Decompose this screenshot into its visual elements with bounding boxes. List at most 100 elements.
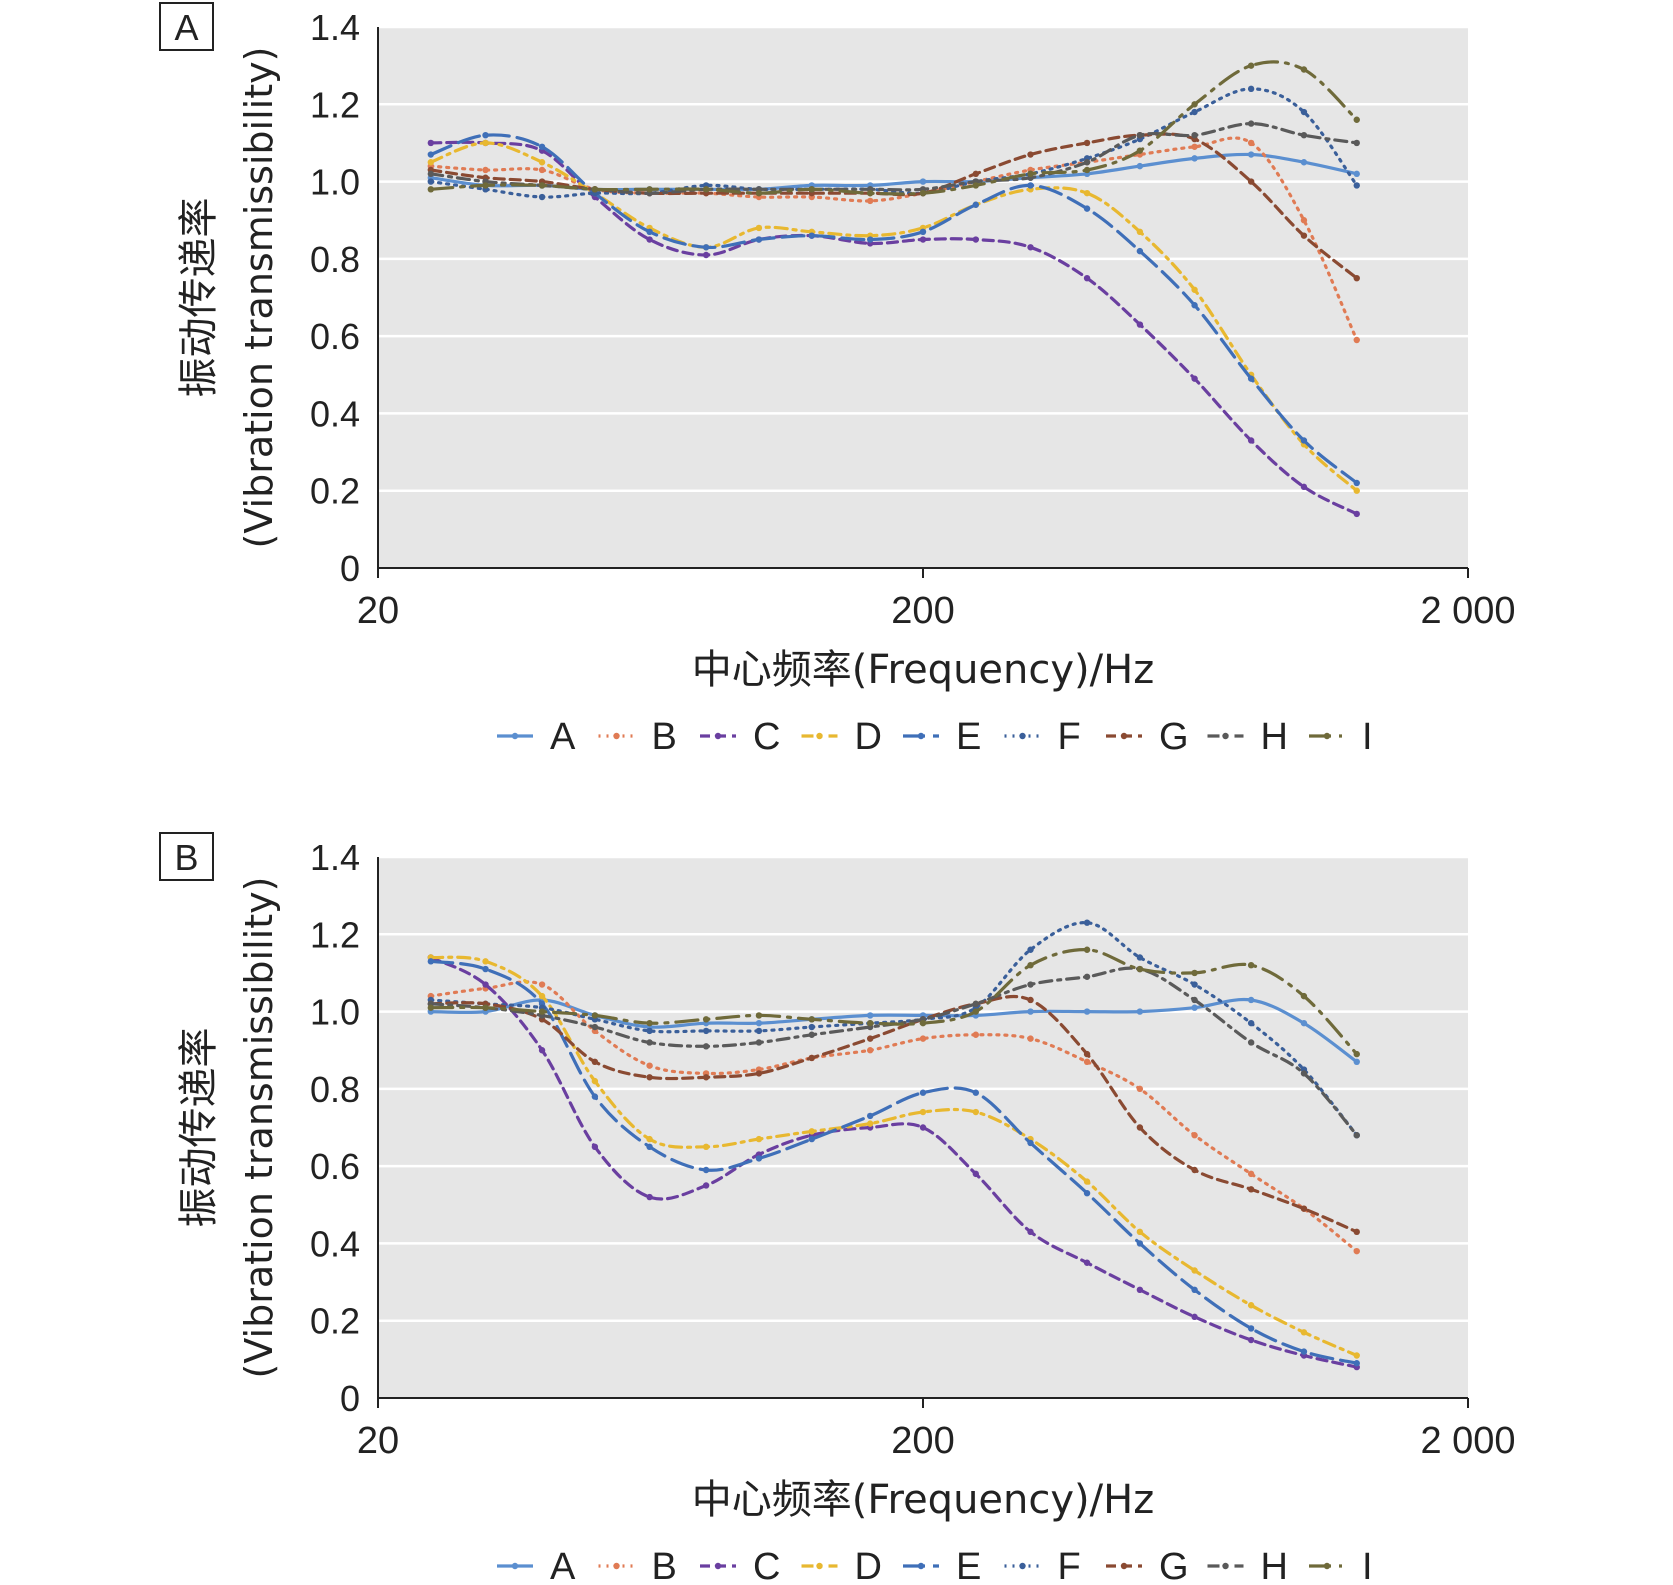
panel-b-series-i-point xyxy=(866,1019,874,1027)
panel-b-series-b-point xyxy=(1247,1170,1255,1178)
panel-a-series-g-point xyxy=(1027,151,1034,158)
panel-b-legend-marker-b xyxy=(613,1562,620,1570)
panel-b-series-b-point xyxy=(646,1062,653,1069)
panel-b-x-tick-label: 200 xyxy=(891,1420,954,1462)
panel-b-series-a-point xyxy=(1083,1008,1091,1015)
panel-b-series-c-point xyxy=(702,1182,710,1189)
panel-a-series-i-point xyxy=(538,182,546,189)
panel-a-legend-label-a: A xyxy=(550,716,576,758)
panel-b-legend-label-d: D xyxy=(855,1546,882,1585)
panel-a-series-c-point xyxy=(1300,483,1308,491)
panel-a-series-f-point xyxy=(1353,182,1360,189)
panel-b-series-f-point xyxy=(702,1027,710,1035)
panel-b-series-f-point xyxy=(1191,981,1198,988)
panel-b-series-g-point xyxy=(755,1070,763,1077)
panel-a-series-g-point xyxy=(972,170,980,178)
panel-a-series-e-point xyxy=(702,244,710,251)
panel-a-series-e-point xyxy=(1136,247,1144,255)
panel-b-series-c-point xyxy=(538,1047,546,1054)
panel-b-series-h-point xyxy=(702,1043,710,1050)
panel-b-series-b-point xyxy=(972,1031,980,1038)
panel-b-series-e-point xyxy=(591,1093,599,1100)
panel-a-series-f-point xyxy=(1300,108,1308,116)
panel-b-legend-label-f: F xyxy=(1058,1546,1081,1585)
panel-a-series-h-point xyxy=(1353,139,1360,147)
panel-a-y-tick-label: 1.4 xyxy=(310,7,360,48)
panel-a-series-a-point xyxy=(1300,159,1308,166)
panel-a-series-g-point xyxy=(1247,178,1255,185)
panel-b-series-b-point xyxy=(1191,1132,1198,1139)
panel-a-series-d-point xyxy=(1191,286,1198,293)
panel-b-series-g-point xyxy=(1083,1050,1091,1058)
panel-b-series-i-point xyxy=(427,1004,435,1011)
panel-a-series-c-point xyxy=(646,236,653,243)
panel-b-y-tick-label: 0 xyxy=(340,1378,360,1419)
panel-a-legend-label-h: H xyxy=(1261,716,1288,758)
panel-a-series-c-point xyxy=(1353,510,1360,518)
panel-b-legend-label-h: H xyxy=(1261,1546,1288,1585)
panel-a-series-d-point xyxy=(1353,487,1360,494)
panel-a-legend-marker-b xyxy=(613,732,620,740)
panel-a-series-d-point xyxy=(427,159,435,166)
panel-b-series-g-point xyxy=(1300,1205,1308,1212)
panel-b-series-i-point xyxy=(1027,962,1034,969)
panel-a-series-e-point xyxy=(646,228,653,236)
panel-b-series-c-point xyxy=(646,1193,653,1201)
panel-b-series-h-point xyxy=(591,1023,599,1031)
panel-b-y-tick-label: 0.6 xyxy=(310,1146,360,1187)
panel-b-series-i-point xyxy=(808,1016,815,1023)
panel-b-series-c-point xyxy=(1191,1313,1198,1321)
panel-b-series-h-point xyxy=(1247,1039,1255,1046)
panel-a-series-b-point xyxy=(1300,217,1308,224)
panel-b-series-a-line xyxy=(429,997,1359,1064)
panel-a-series-h-line xyxy=(429,121,1359,195)
panel-a-series-b-point xyxy=(482,166,489,174)
panel-a-series-e-point xyxy=(1247,375,1255,382)
panel-a-series-e-point xyxy=(808,232,815,239)
panel-a-series-e-point xyxy=(919,228,927,236)
panel-a-series-e-point xyxy=(538,143,546,150)
panel-a-legend-marker-h xyxy=(1222,732,1229,740)
panel-b-x-axis-title: 中心频率(Frequency)/Hz xyxy=(692,1477,1154,1523)
panel-a-y-tick-label: 0.6 xyxy=(310,316,360,357)
panel-a-legend-marker-g xyxy=(1120,732,1128,740)
panel-a-series-i-point xyxy=(1300,66,1308,73)
panel-b-series-b-point xyxy=(538,981,546,988)
panel-a-series-g-point xyxy=(1353,274,1360,282)
panel-b-series-b-point xyxy=(1027,1035,1034,1042)
panel-b-series-g-point xyxy=(591,1058,599,1066)
panel-a-series-c-point xyxy=(1247,437,1255,444)
panel-a-series-h-point xyxy=(1247,120,1255,127)
panel-a-legend-marker-d xyxy=(816,732,823,740)
panel-b-legend-label-i: I xyxy=(1362,1546,1373,1585)
panel-a-series-g-point xyxy=(1083,139,1091,147)
panel-b-series-g-point xyxy=(1136,1124,1144,1131)
panel-b-series-b-point xyxy=(1353,1247,1360,1255)
panel-a-x-axis-title: 中心频率(Frequency)/Hz xyxy=(692,647,1154,693)
panel-b-series-c-point xyxy=(1136,1286,1144,1294)
panel-b-series-e-point xyxy=(702,1166,710,1174)
panel-b-series-e-point xyxy=(427,958,435,965)
panel-a-series-a-point xyxy=(1353,170,1360,178)
panel-a-y-tick-label: 1.0 xyxy=(310,162,360,203)
panel-b-series-c-point xyxy=(919,1124,927,1131)
panel-b-legend-label-a: A xyxy=(550,1546,576,1585)
panel-a-series-d-point xyxy=(538,159,546,166)
panel-b-series-a-point xyxy=(1027,1008,1034,1015)
panel-a-series-d-point xyxy=(1083,189,1091,197)
panel-b-series-i-line xyxy=(429,948,1359,1056)
panel-a-series-c-point xyxy=(1191,375,1198,382)
panel-b-series-i-point xyxy=(1247,962,1255,969)
panel-a-y-axis-title-en: (Vibration transmissibility) xyxy=(237,47,281,549)
panel-b-series-e-point xyxy=(482,965,489,973)
panel-b-legend-label-g: G xyxy=(1159,1546,1189,1585)
panel-a-y-tick-label: 0.8 xyxy=(310,239,360,280)
panel-a-x-tick-label: 200 xyxy=(891,590,954,632)
panel-b-series-i-point xyxy=(972,1008,980,1015)
panel-a-series-i-point xyxy=(646,186,653,193)
panel-b-tag-label: B xyxy=(174,837,198,878)
panel-b-series-i-point xyxy=(1191,969,1198,977)
panel-b-series-i-point xyxy=(1083,946,1091,953)
panel-b-series-h-point xyxy=(1353,1132,1360,1139)
panel-a-y-tick-label: 1.2 xyxy=(310,84,360,125)
